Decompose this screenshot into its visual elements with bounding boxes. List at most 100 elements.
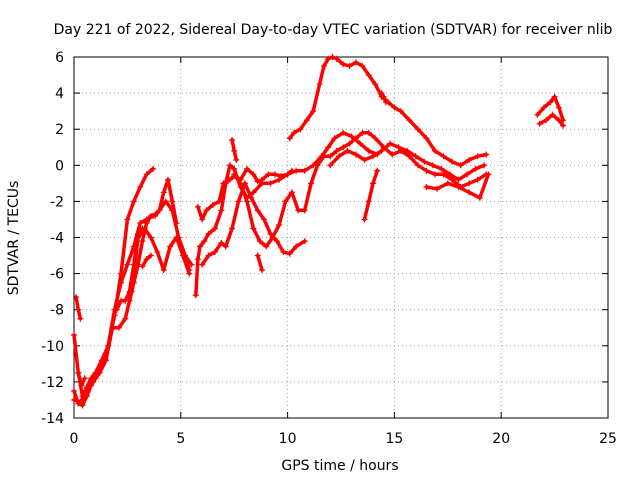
data-point <box>124 216 131 223</box>
data-point <box>205 230 212 237</box>
data-point <box>237 180 244 187</box>
data-point <box>173 234 180 241</box>
data-point <box>476 194 483 201</box>
data-point <box>139 263 146 270</box>
data-point <box>173 220 180 227</box>
data-point <box>365 198 372 205</box>
data-point <box>316 81 323 88</box>
data-point <box>344 147 351 154</box>
data-point <box>194 256 201 263</box>
data-point <box>122 297 129 304</box>
series-track-17 <box>534 93 567 124</box>
data-point <box>90 378 97 385</box>
data-point <box>549 111 556 118</box>
data-point <box>147 234 154 241</box>
data-point <box>483 151 490 158</box>
x-tick-label: 20 <box>492 431 510 447</box>
data-point <box>143 220 150 227</box>
data-point <box>267 180 274 187</box>
data-point <box>276 221 283 228</box>
data-point <box>130 261 137 268</box>
data-point <box>182 252 189 259</box>
data-point <box>327 162 334 169</box>
data-point <box>348 133 355 140</box>
data-point <box>254 178 261 185</box>
data-point <box>352 59 359 66</box>
x-tick-label: 25 <box>599 431 617 447</box>
data-point <box>122 315 129 322</box>
data-point <box>199 261 206 268</box>
series-track-18 <box>536 111 567 129</box>
data-point <box>472 165 479 172</box>
data-point <box>75 306 82 313</box>
data-point <box>412 153 419 160</box>
data-point <box>263 243 270 250</box>
data-point <box>404 147 411 154</box>
data-point <box>135 230 142 237</box>
series-track-1 <box>71 165 157 400</box>
data-point <box>77 398 84 405</box>
data-point <box>481 162 488 169</box>
data-point <box>423 135 430 142</box>
data-point <box>543 117 550 124</box>
data-point <box>303 117 310 124</box>
data-point <box>265 171 272 178</box>
series-line <box>287 55 488 168</box>
series-track-4 <box>73 294 84 322</box>
data-point <box>130 198 137 205</box>
data-point <box>197 243 204 250</box>
y-tick-label: -6 <box>50 267 64 283</box>
series-track-16 <box>378 90 389 106</box>
data-point <box>464 171 471 178</box>
grid <box>74 57 608 418</box>
data-point <box>273 238 280 245</box>
data-point <box>147 252 154 259</box>
data-point <box>359 63 366 70</box>
data-point <box>137 220 144 227</box>
data-point <box>103 357 110 364</box>
data-point <box>295 207 302 214</box>
data-point <box>340 144 347 151</box>
data-point <box>201 238 208 245</box>
data-point <box>199 216 206 223</box>
y-tick-label: -12 <box>41 375 64 391</box>
data-point <box>333 147 340 154</box>
data-point <box>78 382 85 389</box>
data-point <box>365 129 372 136</box>
data-point <box>397 108 404 115</box>
data-point <box>382 99 389 106</box>
data-point <box>113 306 120 313</box>
data-point <box>485 171 492 178</box>
y-tick-label: 0 <box>55 158 64 174</box>
data-point <box>216 198 223 205</box>
data-point <box>77 315 84 322</box>
data-point <box>395 144 402 151</box>
data-point <box>320 153 327 160</box>
data-point <box>222 243 229 250</box>
data-point <box>372 135 379 142</box>
data-point <box>286 135 293 142</box>
data-point <box>291 129 298 136</box>
data-point <box>231 165 238 172</box>
data-point <box>346 140 353 147</box>
data-point <box>325 144 332 151</box>
data-point <box>71 396 77 403</box>
series-line <box>232 131 488 249</box>
data-point <box>340 61 347 68</box>
data-point <box>444 180 451 187</box>
data-point <box>438 165 445 172</box>
series-line <box>535 94 565 122</box>
y-axis: -14 -12 -10 -8 -6 -4 -2 0 2 4 6 <box>41 50 608 427</box>
data-point <box>421 158 428 165</box>
x-tick-label: 5 <box>176 431 185 447</box>
x-axis-title: GPS time / hours <box>281 458 398 474</box>
data-point <box>365 147 372 154</box>
data-point <box>250 171 257 178</box>
series-track-7 <box>113 225 146 313</box>
data-point <box>271 171 278 178</box>
data-point <box>79 402 86 409</box>
data-point <box>226 176 233 183</box>
y-tick-label: -4 <box>50 231 64 247</box>
data-point <box>186 266 193 273</box>
data-point <box>167 243 174 250</box>
